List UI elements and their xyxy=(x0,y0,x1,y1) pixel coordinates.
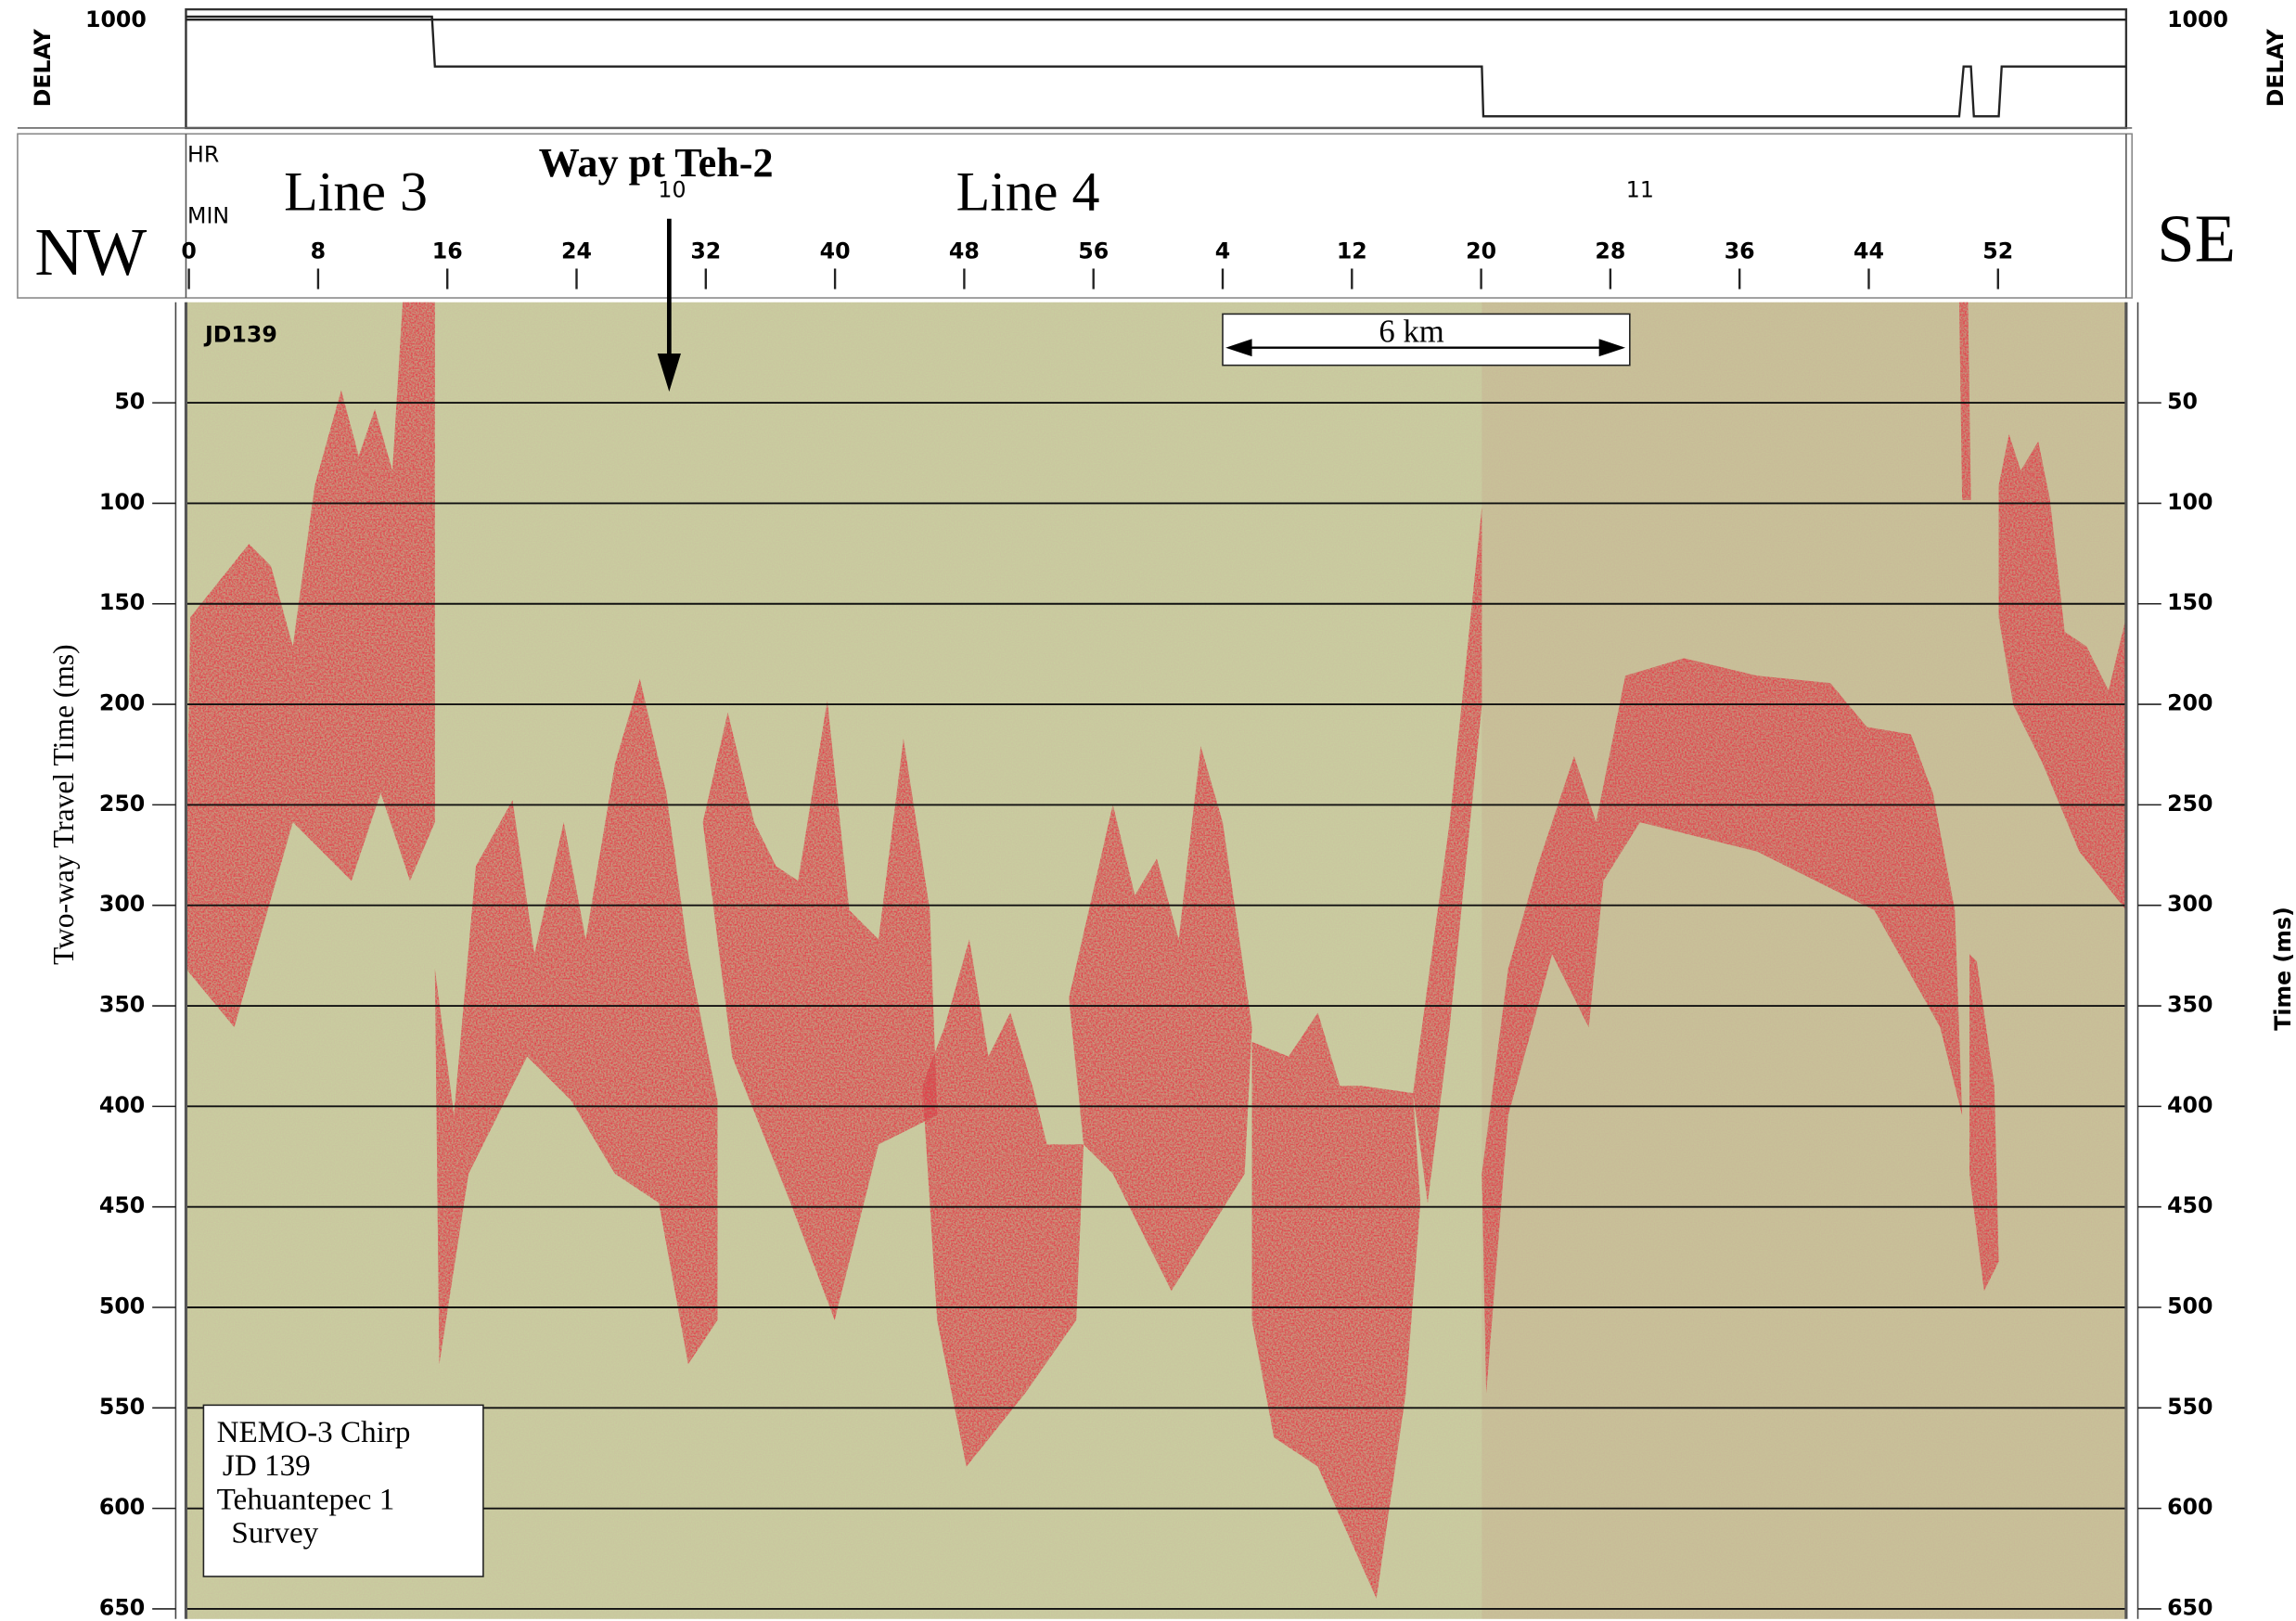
y2-tick-label: 350 xyxy=(2167,992,2213,1018)
time-panel xyxy=(17,133,2134,299)
y2-tick-label: 200 xyxy=(2167,690,2213,716)
direction-label: NW xyxy=(34,214,147,289)
info-line: JD 139 xyxy=(223,1448,311,1483)
minute-tick-label: 48 xyxy=(949,238,980,264)
delay-trace xyxy=(186,15,2126,118)
y-tick-label: 650 xyxy=(99,1594,145,1620)
delay-panel xyxy=(185,7,2128,130)
y2-tick-label: 250 xyxy=(2167,791,2213,817)
reflections xyxy=(186,302,2126,1599)
grid xyxy=(186,402,2126,1610)
y-tick-label: 450 xyxy=(99,1192,145,1218)
y2-tick-label: 150 xyxy=(2167,589,2213,615)
info-line: NEMO-3 Chirp xyxy=(217,1415,411,1449)
reflection xyxy=(1251,1012,1421,1599)
minute-tick-label: 12 xyxy=(1337,238,1367,264)
minute-tick-label: 28 xyxy=(1595,238,1625,264)
delay-tick: 1000 xyxy=(2167,6,2228,32)
y2-tick-label: 400 xyxy=(2167,1092,2213,1118)
scale-label: 6 km xyxy=(1379,313,1443,349)
delay-tick: 1000 xyxy=(85,6,147,32)
minute-tick-label: 44 xyxy=(1853,238,1884,264)
y-tick-label: 300 xyxy=(99,891,145,917)
y2-axis-label: Time (ms) xyxy=(2270,907,2296,1031)
y-tick-label: 400 xyxy=(99,1092,145,1118)
y-tick-label: 250 xyxy=(99,791,145,817)
minute-tick-label: 52 xyxy=(1982,238,2013,264)
y-tick-label: 200 xyxy=(99,690,145,716)
arrow-head xyxy=(1598,339,1626,357)
reflection xyxy=(1413,507,1482,1203)
reflection xyxy=(702,701,938,1320)
delay-label: DELAY xyxy=(2263,28,2289,107)
minute-label: MIN xyxy=(187,203,229,229)
y-tick-label: 100 xyxy=(99,489,145,515)
y2-tick-label: 100 xyxy=(2167,489,2213,515)
minute-tick-label: 32 xyxy=(690,238,721,264)
arrow-head xyxy=(657,354,681,392)
y2-tick-label: 600 xyxy=(2167,1494,2213,1520)
y-tick-label: 350 xyxy=(99,992,145,1018)
jd-label: JD139 xyxy=(203,322,277,348)
y2-tick-label: 450 xyxy=(2167,1192,2213,1218)
minute-tick-label: 4 xyxy=(1215,238,1230,264)
reflection xyxy=(1998,433,2126,910)
y-tick-label: 500 xyxy=(99,1293,145,1319)
reflection xyxy=(1481,756,1604,1394)
y2-tick-label: 50 xyxy=(2167,389,2198,415)
line-label: Line 3 xyxy=(284,161,428,222)
y-tick-label: 150 xyxy=(99,589,145,615)
reflection xyxy=(1596,658,1963,1115)
reflection xyxy=(1069,746,1252,1292)
y2-tick-label: 300 xyxy=(2167,891,2213,917)
scale-box xyxy=(1222,313,1631,367)
minute-tick-label: 0 xyxy=(181,238,196,264)
y-tick-label: 50 xyxy=(114,389,145,415)
delay-label: DELAY xyxy=(30,28,56,107)
waypoint-label: Way pt Teh-2 xyxy=(539,140,774,186)
minute-tick-label: 16 xyxy=(432,238,463,264)
minute-tick-label: 56 xyxy=(1078,238,1109,264)
y-tick-label: 600 xyxy=(99,1494,145,1520)
y-tick-label: 550 xyxy=(99,1394,145,1420)
y-axis-label: Two-way Travel Time (ms) xyxy=(47,644,80,965)
line-label: Line 4 xyxy=(956,161,1100,222)
info-box xyxy=(202,1404,484,1577)
y2-tick-label: 550 xyxy=(2167,1394,2213,1420)
y2-tick-label: 650 xyxy=(2167,1594,2213,1620)
reflection xyxy=(186,302,435,1028)
y2-tick-label: 500 xyxy=(2167,1293,2213,1319)
reflection xyxy=(1958,302,1971,500)
reflection xyxy=(434,678,718,1365)
reflection xyxy=(922,939,1084,1467)
minute-tick-label: 8 xyxy=(311,238,326,264)
minute-tick-label: 36 xyxy=(1725,238,1755,264)
minute-tick-label: 40 xyxy=(820,238,851,264)
hour-label: HR xyxy=(187,141,219,167)
minute-tick-label: 20 xyxy=(1466,238,1496,264)
minute-tick-label: 24 xyxy=(561,238,592,264)
direction-label: SE xyxy=(2157,201,2236,277)
info-line: Tehuantepec 1 xyxy=(217,1482,395,1516)
info-line: Survey xyxy=(231,1516,318,1550)
hour-tick-label: 10 xyxy=(658,176,686,202)
arrow-head xyxy=(1225,339,1252,357)
hour-tick-label: 11 xyxy=(1626,176,1654,202)
